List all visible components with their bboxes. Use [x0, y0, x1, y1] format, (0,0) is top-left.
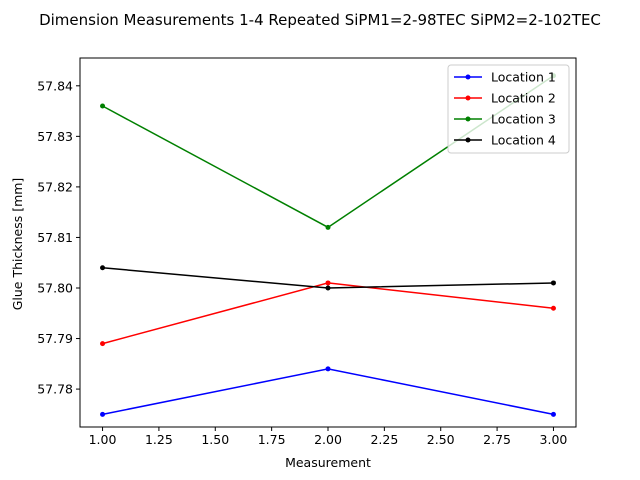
legend: Location 1 Location 2 Location 3 Location 4 [447, 64, 570, 154]
data-point [100, 341, 106, 347]
y-tick-label: 57.83 [37, 129, 73, 144]
x-tick-label: 1.75 [258, 432, 286, 447]
legend-marker [465, 95, 471, 101]
data-point [100, 411, 106, 417]
chart-title: Dimension Measurements 1-4 Repeated SiPM… [39, 11, 601, 29]
data-point [325, 285, 331, 291]
data-point [100, 103, 106, 109]
series-line-location-1 [102, 368, 554, 416]
series-line-location-2 [102, 282, 554, 345]
legend-label: Location 1 [491, 70, 556, 85]
legend-marker [465, 74, 471, 80]
data-point [550, 411, 556, 417]
x-tick-label: 2.00 [314, 432, 342, 447]
data-point [100, 265, 106, 271]
legend-label: Location 4 [491, 133, 556, 148]
y-tick-label: 57.79 [37, 331, 73, 346]
y-tick-label: 57.78 [37, 382, 73, 397]
x-axis-label: Measurement [285, 455, 371, 470]
y-tick-label: 57.82 [37, 179, 73, 194]
y-tick-label: 57.80 [37, 280, 73, 295]
legend-marker [465, 137, 471, 143]
x-axis-ticks: 1.00 1.25 1.50 1.75 2.00 2.25 2.50 2.75 3.00 [89, 427, 568, 447]
y-axis-ticks: 57.78 57.79 57.80 57.81 57.82 57.83 57.84 [37, 78, 80, 397]
x-tick-label: 2.50 [427, 432, 455, 447]
legend-box [447, 64, 570, 154]
y-tick-label: 57.84 [37, 78, 73, 93]
y-tick-label: 57.81 [37, 230, 73, 245]
x-tick-label: 3.00 [540, 432, 568, 447]
data-point [550, 305, 556, 311]
legend-label: Location 3 [491, 112, 556, 127]
x-tick-label: 1.25 [145, 432, 173, 447]
data-point [550, 280, 556, 286]
data-point [325, 280, 331, 286]
x-tick-label: 1.50 [201, 432, 229, 447]
legend-marker [465, 116, 471, 122]
data-point [325, 366, 331, 372]
y-axis-label: Glue Thickness [mm] [10, 178, 25, 311]
x-tick-label: 1.00 [89, 432, 117, 447]
x-tick-label: 2.75 [483, 432, 511, 447]
x-tick-label: 2.25 [370, 432, 398, 447]
data-point [325, 224, 331, 230]
legend-label: Location 2 [491, 91, 556, 106]
